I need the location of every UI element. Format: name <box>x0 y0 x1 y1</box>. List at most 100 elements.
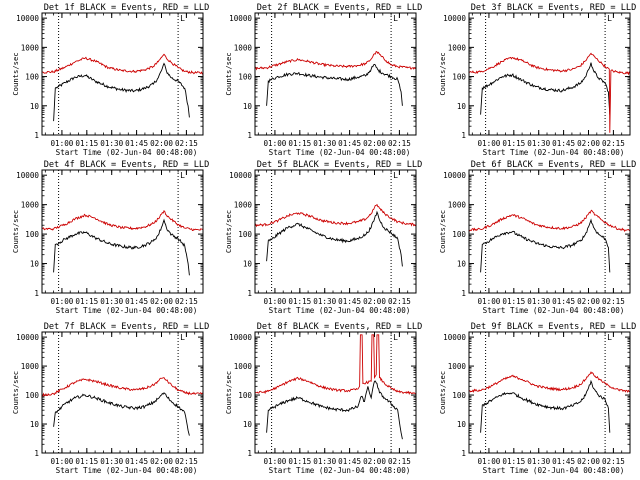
x-tick-label: 01:15 <box>288 457 311 466</box>
x-tick-label: 01:00 <box>50 457 73 466</box>
events-series-line <box>53 62 190 122</box>
plot-frame <box>468 331 631 454</box>
x-tick-label: 01:30 <box>313 139 336 148</box>
panel-title: Det 9f BLACK = Events, RED = LLD <box>471 322 637 332</box>
x-tick-label: 01:00 <box>263 297 286 306</box>
x-tick-label: 01:45 <box>125 297 148 306</box>
panel-3f: Det 3f BLACK = Events, RED = LLD 1 10 100 10… <box>438 3 636 157</box>
y-tick-label: 1000 <box>448 201 467 210</box>
events-series-line <box>480 379 611 433</box>
panel-title: Det 2f BLACK = Events, RED = LLD <box>257 3 423 13</box>
y-tick-label: 1 <box>461 289 466 298</box>
y-tick-label: 1 <box>34 449 39 458</box>
interval-marker: L <box>607 171 612 180</box>
lld-series-line <box>41 377 204 397</box>
lld-series-line <box>254 334 417 395</box>
plot-frame <box>41 331 204 454</box>
x-tick-label: 02:15 <box>602 297 625 306</box>
y-tick-label: 100 <box>25 230 39 239</box>
events-series-line <box>480 62 611 115</box>
lld-series-line <box>468 52 631 133</box>
y-tick-label: 10000 <box>229 14 252 23</box>
y-tick-label: 1000 <box>234 43 253 52</box>
x-tick-label: 02:00 <box>150 297 173 306</box>
x-tick-label: 01:30 <box>313 297 336 306</box>
x-tick-label: 01:00 <box>50 139 73 148</box>
interval-marker: L <box>607 333 612 342</box>
y-tick-label: 1 <box>247 449 252 458</box>
y-tick-label: 10 <box>30 102 40 111</box>
y-axis-label: Counts/sec <box>11 210 20 253</box>
y-tick-label: 10 <box>243 420 253 429</box>
x-axis-label: Start Time (02-Jun-04 00:48:00) <box>269 466 411 475</box>
x-axis-label: Start Time (02-Jun-04 00:48:00) <box>56 148 198 157</box>
x-tick-label: 01:45 <box>338 297 361 306</box>
y-tick-label: 10 <box>457 260 467 269</box>
x-tick-label: 01:30 <box>313 457 336 466</box>
x-tick-label: 01:30 <box>527 297 550 306</box>
x-axis-label: Start Time (02-Jun-04 00:48:00) <box>483 148 625 157</box>
y-tick-label: 10 <box>457 102 467 111</box>
x-tick-label: 01:45 <box>338 139 361 148</box>
x-tick-label: 01:30 <box>100 297 123 306</box>
interval-marker: L <box>180 333 185 342</box>
panel-title: Det 1f BLACK = Events, RED = LLD <box>44 3 210 13</box>
x-tick-label: 01:45 <box>125 139 148 148</box>
panel-title: Det 5f BLACK = Events, RED = LLD <box>257 160 423 170</box>
x-tick-label: 01:30 <box>527 457 550 466</box>
panel-title: Det 4f BLACK = Events, RED = LLD <box>44 160 210 170</box>
x-tick-label: 01:15 <box>75 457 98 466</box>
x-tick-label: 02:00 <box>150 457 173 466</box>
y-tick-label: 10 <box>30 420 40 429</box>
x-tick-label: 01:00 <box>263 139 286 148</box>
y-tick-label: 100 <box>452 230 466 239</box>
x-tick-label: 01:00 <box>477 139 500 148</box>
y-tick-label: 10000 <box>229 333 252 342</box>
panel-1f: Det 1f BLACK = Events, RED = LLD 1 10 100 10… <box>11 3 209 157</box>
x-tick-label: 01:00 <box>477 297 500 306</box>
x-axis-label: Start Time (02-Jun-04 00:48:00) <box>269 148 411 157</box>
events-series-line <box>53 392 190 436</box>
lld-series-line <box>41 210 204 231</box>
y-tick-label: 1000 <box>21 201 40 210</box>
x-tick-label: 01:15 <box>502 457 525 466</box>
x-axis-label: Start Time (02-Jun-04 00:48:00) <box>483 306 625 315</box>
x-tick-label: 01:30 <box>527 139 550 148</box>
panel-title: Det 7f BLACK = Events, RED = LLD <box>44 322 210 332</box>
y-tick-label: 10 <box>457 420 467 429</box>
x-tick-label: 02:00 <box>363 457 386 466</box>
x-tick-label: 02:15 <box>602 457 625 466</box>
x-tick-label: 02:15 <box>175 457 198 466</box>
y-axis-label: Counts/sec <box>438 210 447 253</box>
y-tick-label: 100 <box>238 391 252 400</box>
y-tick-label: 1 <box>247 131 252 140</box>
plot-frame <box>468 169 631 294</box>
y-tick-label: 10000 <box>443 333 466 342</box>
x-tick-label: 01:00 <box>263 457 286 466</box>
y-tick-label: 100 <box>238 73 252 82</box>
panel-title: Det 3f BLACK = Events, RED = LLD <box>471 3 637 13</box>
y-axis-label: Counts/sec <box>438 52 447 95</box>
x-tick-label: 01:30 <box>100 457 123 466</box>
panel-6f: Det 6f BLACK = Events, RED = LLD 1 10 100 10… <box>438 160 636 315</box>
y-tick-label: 10000 <box>16 333 39 342</box>
interval-marker: L <box>393 14 398 23</box>
lld-series-line <box>468 209 631 232</box>
x-tick-label: 01:45 <box>338 457 361 466</box>
y-tick-label: 1000 <box>448 362 467 371</box>
events-series-line <box>53 218 190 276</box>
x-tick-label: 01:45 <box>552 139 575 148</box>
x-tick-label: 02:00 <box>150 139 173 148</box>
y-tick-label: 100 <box>452 73 466 82</box>
y-axis-label: Counts/sec <box>224 52 233 95</box>
plot-frame <box>254 169 417 294</box>
lld-series-line <box>468 371 631 393</box>
x-tick-label: 02:00 <box>363 297 386 306</box>
x-tick-label: 02:15 <box>175 139 198 148</box>
y-tick-label: 1000 <box>234 201 253 210</box>
panel-9f: Det 9f BLACK = Events, RED = LLD 1 10 100 10… <box>438 322 636 475</box>
y-tick-label: 1000 <box>21 43 40 52</box>
x-tick-label: 01:15 <box>288 139 311 148</box>
panel-title: Det 8f BLACK = Events, RED = LLD <box>257 322 423 332</box>
